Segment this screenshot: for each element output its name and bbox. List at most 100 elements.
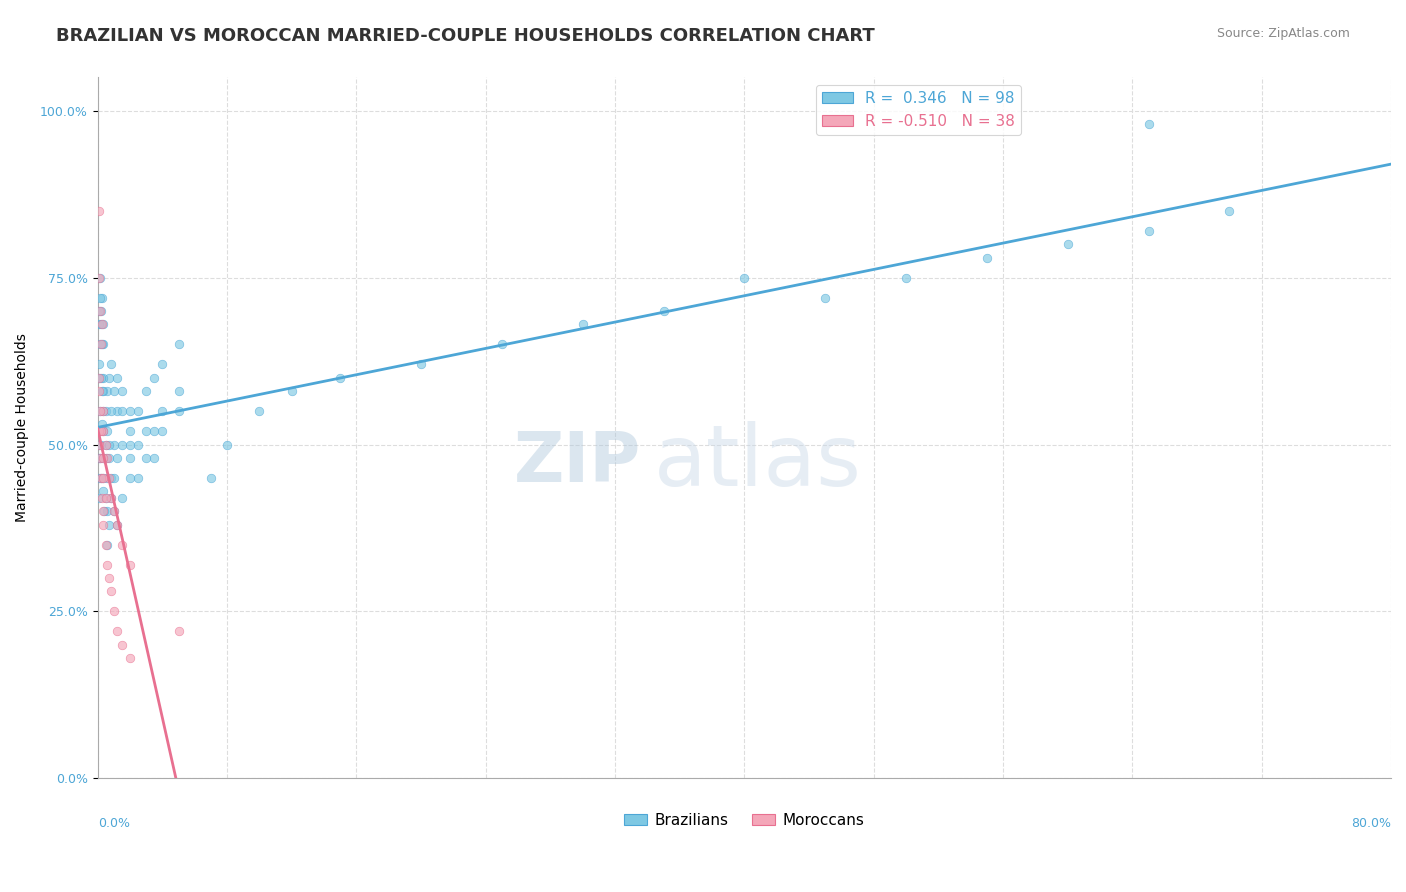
Point xyxy=(98,371,121,385)
Point xyxy=(89,270,111,285)
Point xyxy=(167,337,190,351)
Point xyxy=(94,437,117,451)
Point xyxy=(93,471,115,485)
Point xyxy=(89,424,111,438)
Point xyxy=(150,424,173,438)
Point xyxy=(90,471,112,485)
Point xyxy=(89,404,111,418)
Point xyxy=(100,584,122,599)
Point xyxy=(94,450,117,465)
Point xyxy=(167,404,190,418)
Point xyxy=(90,437,112,451)
Text: ZIP: ZIP xyxy=(513,429,641,496)
Point xyxy=(118,471,141,485)
Point xyxy=(111,437,134,451)
Point xyxy=(87,437,110,451)
Point xyxy=(105,404,128,418)
Point xyxy=(247,404,270,418)
Point xyxy=(87,437,110,451)
Point xyxy=(93,471,115,485)
Point xyxy=(89,270,111,285)
Point xyxy=(89,337,111,351)
Point xyxy=(1137,224,1160,238)
Text: atlas: atlas xyxy=(654,421,862,504)
Point xyxy=(90,291,112,305)
Point xyxy=(90,491,112,505)
Point xyxy=(894,270,917,285)
Point xyxy=(98,471,121,485)
Point xyxy=(96,558,118,572)
Point xyxy=(98,450,121,465)
Text: 0.0%: 0.0% xyxy=(97,817,129,830)
Point xyxy=(89,491,111,505)
Point xyxy=(91,371,114,385)
Point xyxy=(90,337,112,351)
Point xyxy=(98,517,121,532)
Point xyxy=(93,517,115,532)
Point xyxy=(89,450,111,465)
Point xyxy=(167,384,190,398)
Point xyxy=(93,337,115,351)
Point xyxy=(90,337,112,351)
Point xyxy=(90,424,112,438)
Point xyxy=(111,491,134,505)
Point xyxy=(89,424,111,438)
Point xyxy=(87,424,110,438)
Point xyxy=(91,404,114,418)
Point xyxy=(98,437,121,451)
Point xyxy=(103,437,125,451)
Point xyxy=(100,404,122,418)
Point xyxy=(976,251,998,265)
Point xyxy=(105,371,128,385)
Point xyxy=(1218,203,1240,218)
Point xyxy=(652,304,675,318)
Point xyxy=(150,404,173,418)
Point xyxy=(87,203,110,218)
Point xyxy=(90,318,112,332)
Point xyxy=(409,358,432,372)
Point xyxy=(118,437,141,451)
Point xyxy=(93,424,115,438)
Point xyxy=(814,291,837,305)
Point xyxy=(1056,237,1078,252)
Point xyxy=(96,450,118,465)
Point xyxy=(94,437,117,451)
Legend: Brazilians, Moroccans: Brazilians, Moroccans xyxy=(619,806,870,834)
Point xyxy=(571,318,593,332)
Point xyxy=(91,404,114,418)
Point xyxy=(87,371,110,385)
Point xyxy=(100,491,122,505)
Point xyxy=(91,318,114,332)
Point xyxy=(200,471,222,485)
Point xyxy=(90,318,112,332)
Point xyxy=(90,371,112,385)
Point xyxy=(143,424,166,438)
Text: Source: ZipAtlas.com: Source: ZipAtlas.com xyxy=(1216,27,1350,40)
Point xyxy=(93,504,115,518)
Point xyxy=(89,304,111,318)
Point xyxy=(103,471,125,485)
Point xyxy=(105,517,128,532)
Point xyxy=(100,358,122,372)
Point xyxy=(91,450,114,465)
Point xyxy=(103,504,125,518)
Point xyxy=(105,517,128,532)
Point xyxy=(96,384,118,398)
Point xyxy=(103,384,125,398)
Point xyxy=(89,358,111,372)
Point xyxy=(135,424,157,438)
Point xyxy=(90,384,112,398)
Point xyxy=(103,504,125,518)
Point xyxy=(150,358,173,372)
Point xyxy=(90,471,112,485)
Point xyxy=(90,417,112,432)
Point xyxy=(135,384,157,398)
Point xyxy=(111,538,134,552)
Point xyxy=(91,450,114,465)
Point xyxy=(89,304,111,318)
Point xyxy=(491,337,513,351)
Point xyxy=(89,291,111,305)
Point xyxy=(87,371,110,385)
Point xyxy=(89,450,111,465)
Point xyxy=(94,491,117,505)
